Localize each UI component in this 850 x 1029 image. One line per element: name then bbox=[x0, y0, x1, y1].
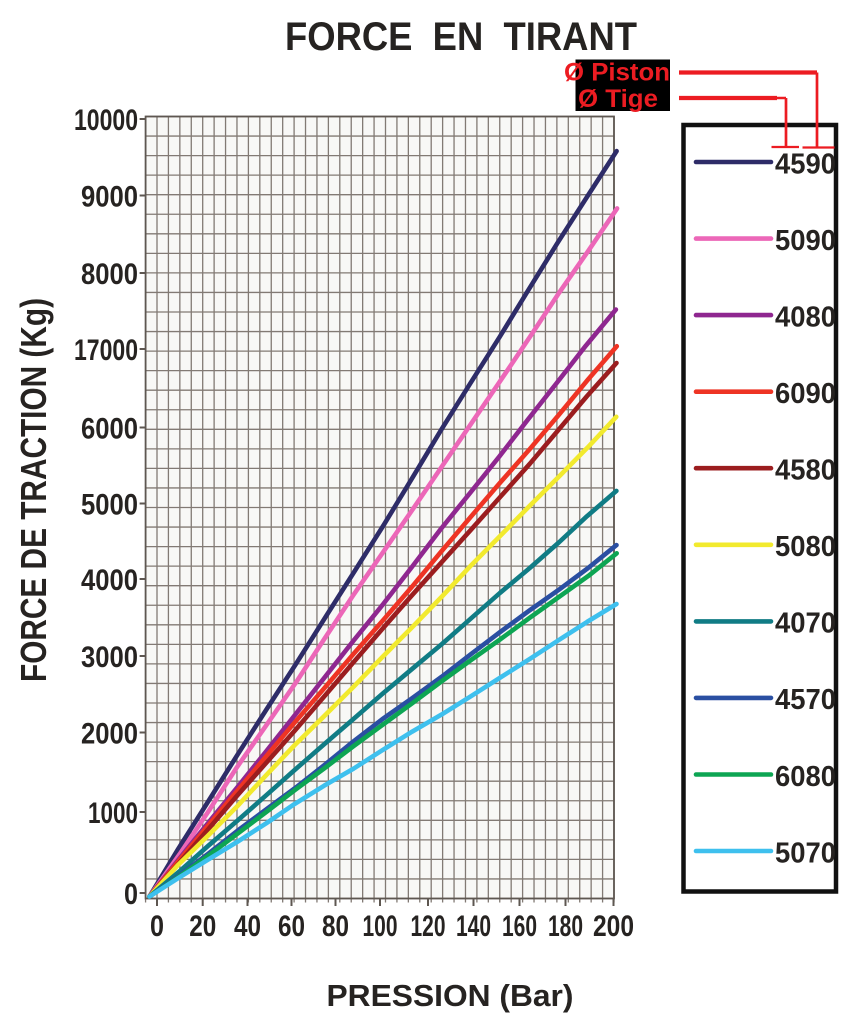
svg-text:Ø Piston: Ø Piston bbox=[564, 59, 670, 87]
svg-text:FORCE EN TIRANT: FORCE EN TIRANT bbox=[285, 15, 637, 59]
svg-text:8000: 8000 bbox=[81, 258, 138, 291]
svg-text:2000: 2000 bbox=[81, 718, 138, 751]
svg-text:40: 40 bbox=[234, 910, 261, 943]
svg-text:100: 100 bbox=[363, 910, 398, 943]
svg-text:1000: 1000 bbox=[88, 797, 138, 830]
svg-text:4000: 4000 bbox=[81, 564, 138, 597]
svg-text:6080: 6080 bbox=[775, 761, 836, 793]
svg-text:0: 0 bbox=[124, 878, 138, 911]
svg-text:5070: 5070 bbox=[775, 837, 836, 869]
svg-text:120: 120 bbox=[411, 910, 446, 943]
svg-text:3000: 3000 bbox=[81, 641, 138, 674]
svg-text:140: 140 bbox=[456, 910, 491, 943]
svg-text:6090: 6090 bbox=[775, 378, 836, 410]
svg-text:Ø Tige: Ø Tige bbox=[578, 85, 658, 113]
svg-text:80: 80 bbox=[322, 910, 349, 943]
svg-text:4580: 4580 bbox=[775, 455, 836, 487]
svg-text:4590: 4590 bbox=[775, 148, 836, 180]
svg-text:20: 20 bbox=[189, 910, 216, 943]
svg-text:60: 60 bbox=[278, 910, 305, 943]
svg-text:160: 160 bbox=[502, 910, 537, 943]
svg-text:4570: 4570 bbox=[775, 684, 836, 716]
svg-text:FORCE DE TRACTION (Kg): FORCE DE TRACTION (Kg) bbox=[13, 298, 54, 682]
svg-text:0: 0 bbox=[150, 910, 164, 943]
svg-text:5090: 5090 bbox=[775, 225, 836, 257]
svg-text:4080: 4080 bbox=[775, 301, 836, 333]
svg-text:5080: 5080 bbox=[775, 531, 836, 563]
svg-text:17000: 17000 bbox=[74, 334, 138, 367]
svg-text:6000: 6000 bbox=[81, 413, 138, 446]
svg-text:200: 200 bbox=[593, 910, 634, 943]
svg-text:PRESSION (Bar): PRESSION (Bar) bbox=[327, 978, 574, 1013]
svg-text:4070: 4070 bbox=[775, 608, 836, 640]
svg-text:9000: 9000 bbox=[81, 181, 138, 214]
svg-text:10000: 10000 bbox=[74, 104, 138, 137]
svg-text:5000: 5000 bbox=[81, 489, 138, 522]
svg-text:180: 180 bbox=[548, 910, 583, 943]
